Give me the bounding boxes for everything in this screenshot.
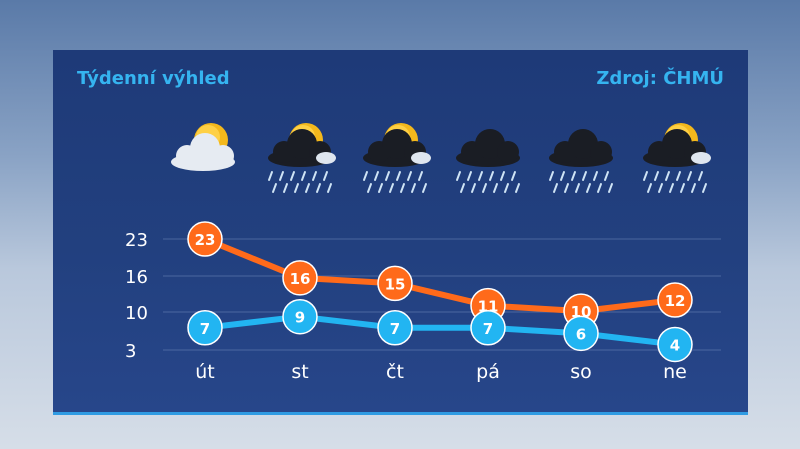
panel-title: Týdenní výhled [77, 68, 230, 89]
min-temperature-label: 7 [390, 320, 400, 338]
max-temperature-label: 23 [195, 231, 216, 249]
max-temperature-label: 16 [290, 270, 311, 288]
day-label: čt [386, 361, 404, 383]
day-label: pá [476, 361, 500, 383]
y-tick-label: 16 [125, 267, 148, 288]
weather-icons [171, 123, 711, 193]
max-temperature-line [203, 236, 676, 315]
min-temperature-point [377, 310, 413, 346]
grid-lines [163, 238, 721, 351]
min-temperature-label: 6 [576, 325, 586, 343]
y-tick-label: 10 [125, 303, 148, 324]
day-labels: út st čt pá so ne [195, 361, 687, 383]
min-temperature-point [657, 326, 693, 363]
sun-storm-cloud-rain-icon [268, 123, 336, 193]
max-temperature-point [377, 265, 413, 302]
min-temperature-label: 4 [670, 336, 680, 354]
storm-cloud-rain-icon [456, 129, 520, 193]
day-label: so [570, 361, 592, 383]
y-axis-ticks: 23 16 10 3 [125, 230, 148, 362]
min-temperature-point [563, 315, 599, 352]
max-temperature-point [282, 260, 318, 296]
max-temperature-label: 15 [385, 275, 406, 293]
source-label: Zdroj: ČHMÚ [596, 68, 724, 89]
max-temperature-label: 12 [665, 292, 686, 310]
min-temperature-series: 7 9 7 7 6 4 [187, 298, 693, 363]
y-tick-label: 23 [125, 230, 148, 251]
sun-storm-cloud-rain-icon [363, 123, 431, 193]
min-temperature-label: 9 [295, 309, 305, 327]
min-temperature-point [470, 310, 506, 346]
day-label: st [291, 361, 308, 383]
min-temperature-line [204, 313, 676, 348]
day-label: ne [663, 361, 687, 383]
min-temperature-label: 7 [200, 320, 210, 338]
min-temperature-point [282, 298, 318, 335]
min-temperature-label: 7 [483, 320, 493, 338]
y-tick-label: 3 [125, 341, 136, 362]
forecast-panel: Týdenní výhled Zdroj: ČHMÚ 23 16 10 3 23 16 1… [53, 50, 748, 415]
max-temperature-point [657, 282, 693, 318]
day-label: út [195, 361, 215, 383]
sun-cloud-icon [171, 123, 235, 171]
min-temperature-point [187, 310, 223, 346]
storm-cloud-rain-icon [549, 129, 613, 193]
sun-storm-cloud-rain-icon [643, 123, 711, 193]
max-temperature-point [187, 221, 223, 257]
